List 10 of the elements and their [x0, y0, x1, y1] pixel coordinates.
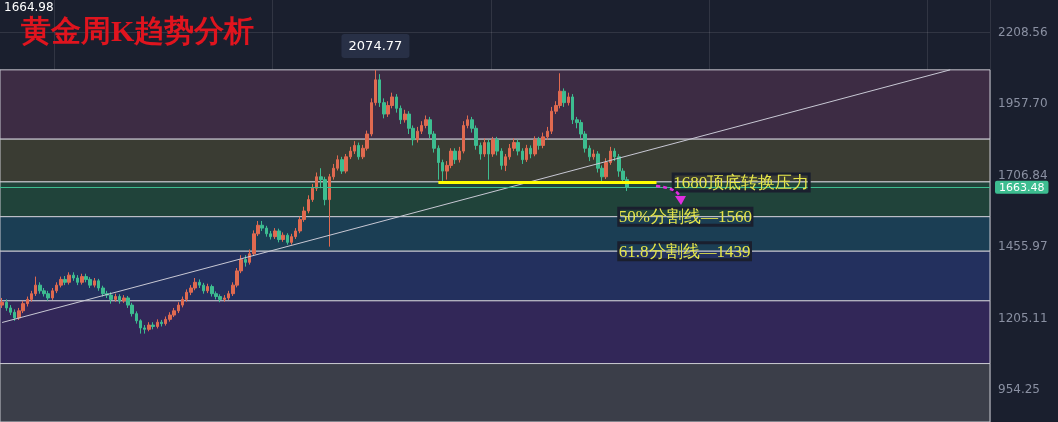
- y-tick-label: 1957.70: [998, 96, 1048, 111]
- y-tick-label: 1205.11: [998, 310, 1048, 325]
- y-tick-label: 954.25: [998, 382, 1040, 397]
- ref-line-label: 1663.48: [999, 180, 1045, 194]
- chart-title: 黄金周K趋势分析: [21, 13, 255, 47]
- annotation: 1664.98: [4, 0, 54, 14]
- y-tick-label: 1455.97: [998, 239, 1048, 254]
- annotation: 2074.77: [348, 38, 403, 54]
- y-tick-label: 2208.56: [998, 24, 1048, 39]
- y-tick-label: 1706.84: [998, 167, 1048, 182]
